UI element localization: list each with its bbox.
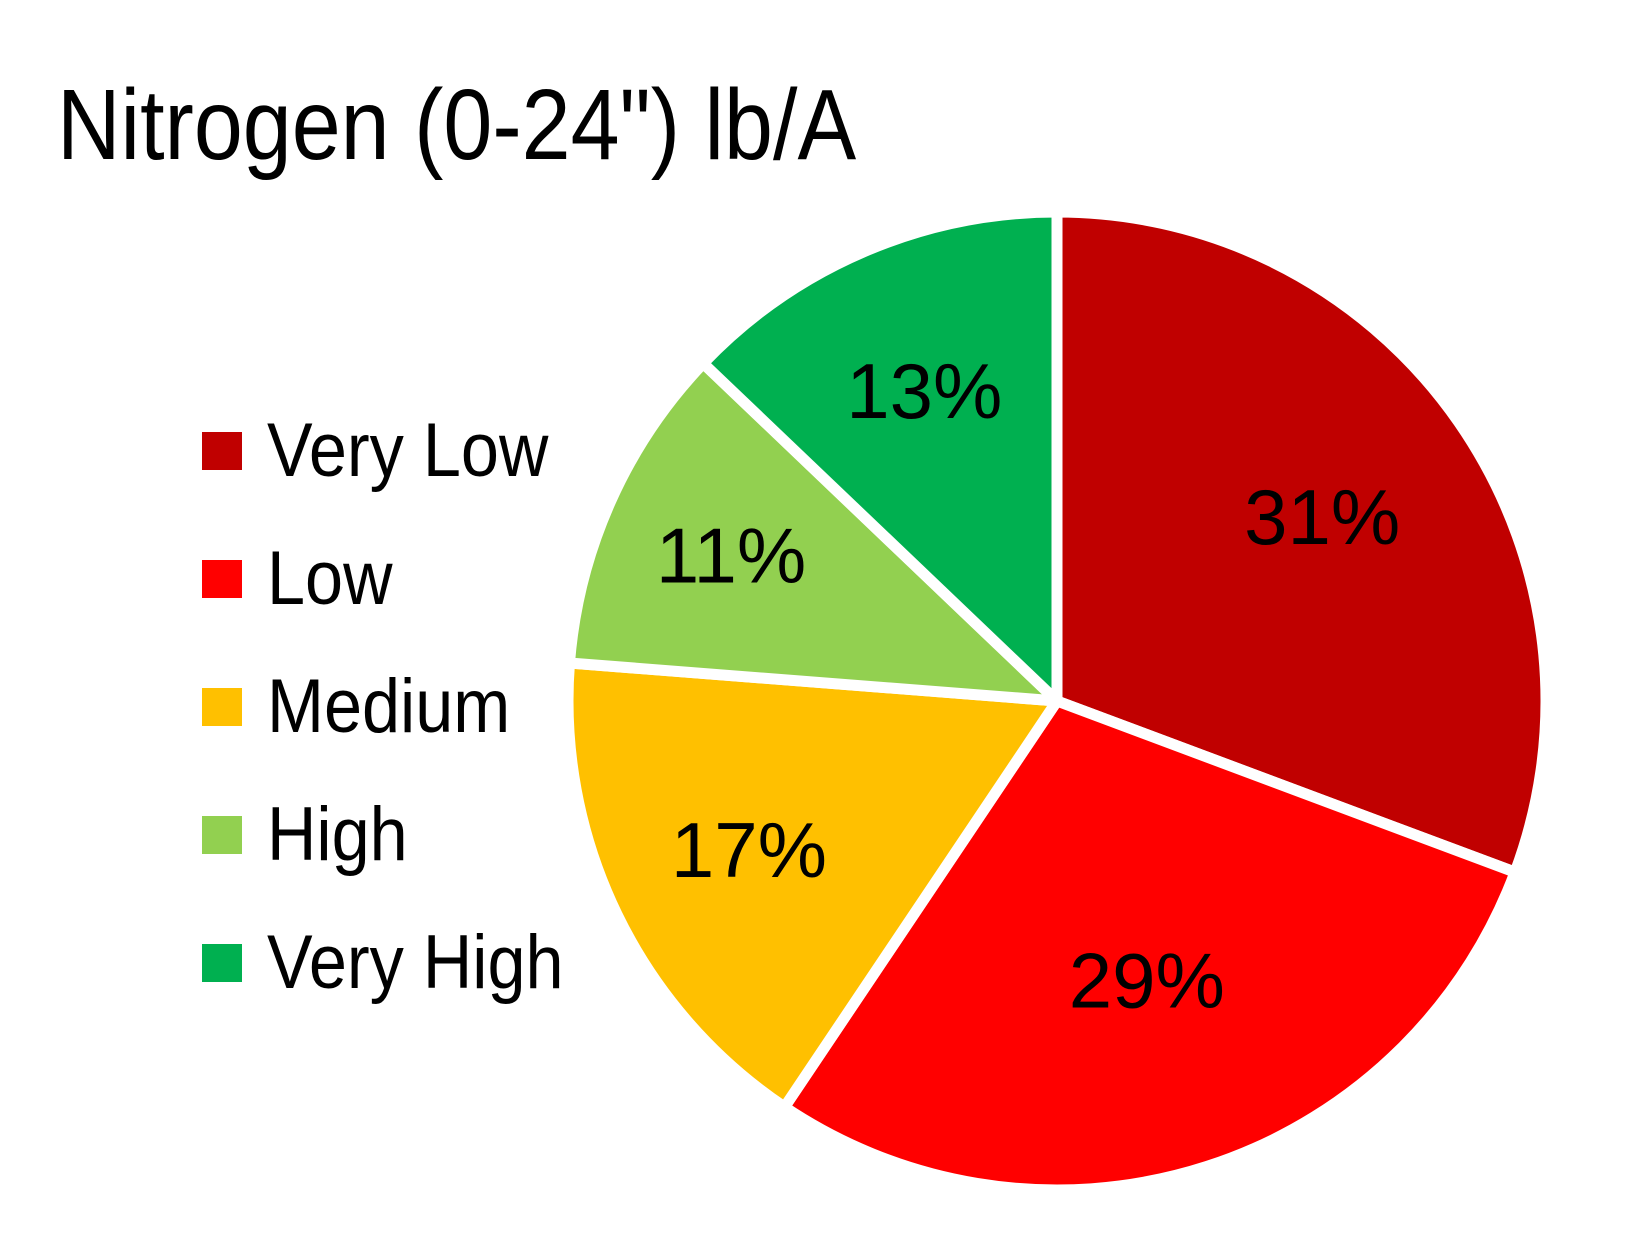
legend-item-very-high: Very High — [202, 925, 597, 1001]
pie-label-medium: 17% — [671, 806, 827, 894]
legend-item-medium: Medium — [202, 669, 597, 745]
legend-swatch-very-low — [202, 432, 242, 470]
pie-label-low: 29% — [1069, 936, 1225, 1024]
legend-label-very-low: Very Low — [267, 408, 549, 493]
legend-label-very-high: Very High — [267, 920, 564, 1005]
chart-title: Nitrogen (0-24") lb/A — [57, 68, 965, 183]
pie-slice-very-high — [697, 206, 1063, 707]
pie-slice-high — [563, 357, 1063, 707]
legend-item-low: Low — [202, 541, 597, 617]
pie-slice-very-low — [1051, 206, 1552, 878]
legend-swatch-medium — [202, 688, 242, 726]
pie-chart: 31% 29% 17% 11% 13% — [562, 206, 1552, 1196]
chart-title-text: Nitrogen (0-24") lb/A — [57, 69, 857, 181]
legend-item-very-low: Very Low — [202, 413, 597, 489]
legend-swatch-high — [202, 816, 242, 854]
legend-label-low: Low — [267, 536, 393, 621]
pie-slice-low — [779, 695, 1521, 1196]
legend-item-high: High — [202, 797, 597, 873]
pie-slice-medium — [562, 657, 1063, 1113]
legend-label-high: High — [267, 792, 408, 877]
pie-label-very-low: 31% — [1244, 473, 1400, 561]
pie-label-high: 11% — [656, 511, 806, 599]
legend: Very Low Low Medium High Very High — [202, 413, 597, 1072]
legend-swatch-very-high — [202, 944, 242, 982]
pie-label-very-high: 13% — [846, 347, 1002, 435]
legend-label-medium: Medium — [267, 664, 511, 749]
legend-swatch-low — [202, 560, 242, 598]
